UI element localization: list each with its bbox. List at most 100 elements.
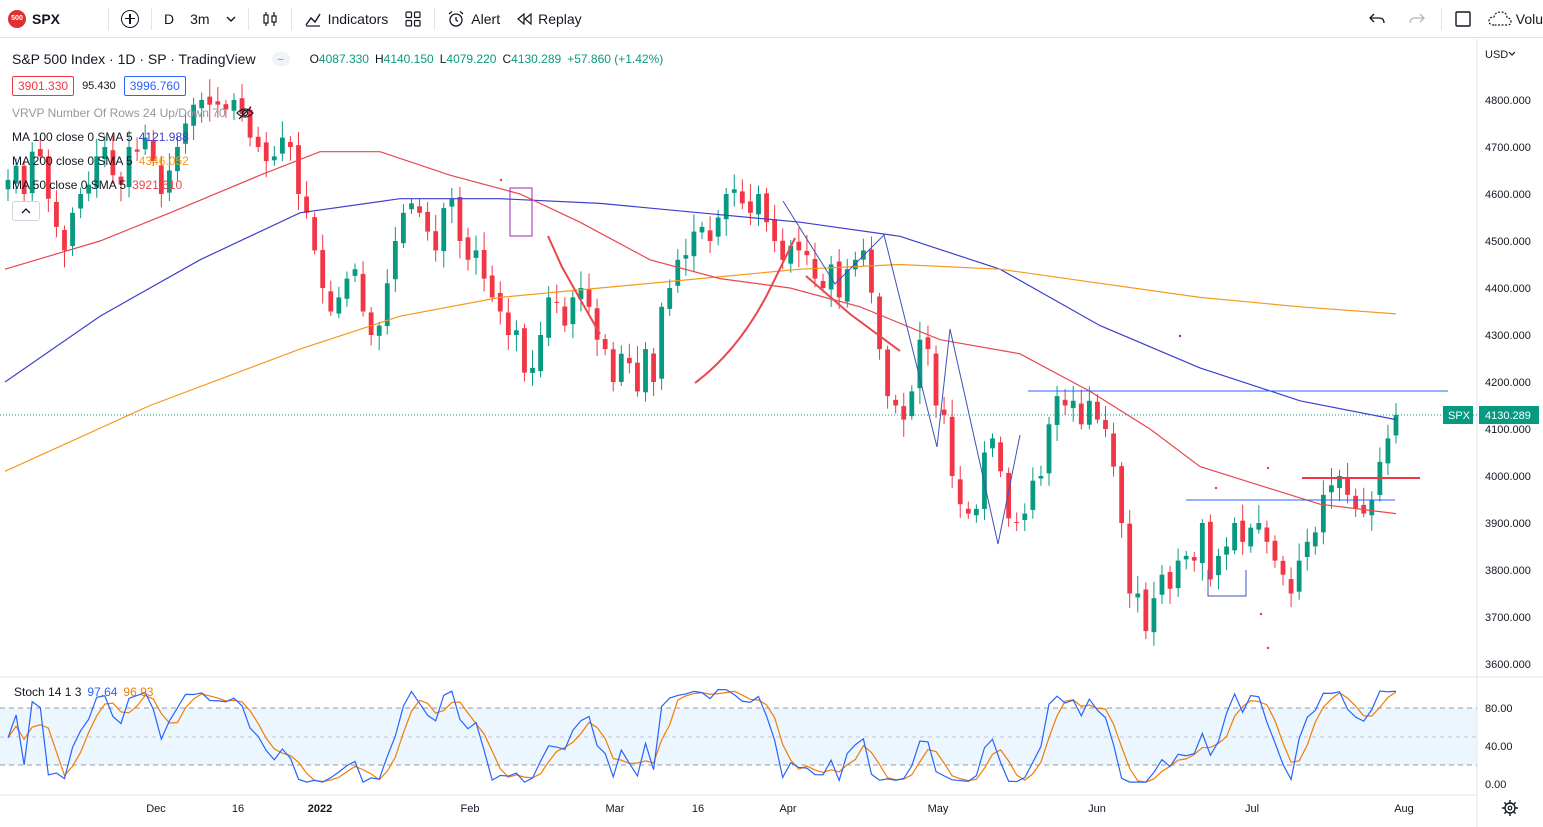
chevron-down-icon[interactable] xyxy=(1508,51,1516,56)
save-cloud-button[interactable]: Volu xyxy=(1480,0,1543,38)
candle-body xyxy=(37,149,43,157)
candle-body xyxy=(965,508,971,514)
layouts-button[interactable] xyxy=(396,0,430,38)
candle-body xyxy=(296,145,301,194)
price-chart[interactable]: USD 4800.000 4700.000 4600.000 4500.000 4400… xyxy=(0,39,1543,827)
candle-body xyxy=(1135,593,1141,598)
time-tick-label: Aug xyxy=(1394,803,1414,815)
alert-button[interactable]: Alert xyxy=(439,0,508,38)
candle-body xyxy=(360,273,366,312)
toolbar-divider xyxy=(434,7,436,30)
ma100-line[interactable] xyxy=(4,198,1397,421)
indicators-button[interactable]: Indicators xyxy=(296,0,397,38)
symbol-label: SPX xyxy=(32,10,61,27)
candle-body xyxy=(1151,598,1157,633)
eye-crossed-icon[interactable] xyxy=(235,106,254,120)
candle-body xyxy=(1191,557,1197,561)
candle-body xyxy=(957,479,963,505)
stoch-legend[interactable]: Stoch 14 1 3 97.64 96.93 xyxy=(14,685,154,699)
stoch-layer xyxy=(7,688,1397,783)
candle-body xyxy=(764,193,769,223)
candle-body xyxy=(21,165,27,194)
price-axis[interactable]: 4800.000 4700.000 4600.000 4500.000 4400.000… xyxy=(1485,95,1531,671)
candle-body xyxy=(352,269,358,276)
compare-button[interactable] xyxy=(113,0,147,38)
candle-body xyxy=(651,353,656,382)
redo-button[interactable] xyxy=(1397,0,1437,38)
interval-dropdown[interactable] xyxy=(218,0,244,38)
stoch-tick-label: 80.00 xyxy=(1485,703,1513,715)
marker-dot xyxy=(1266,646,1270,650)
candle-body xyxy=(191,104,197,126)
interval-3m-button[interactable]: 3m xyxy=(190,10,210,27)
candle-body xyxy=(86,184,92,194)
ma50-line[interactable] xyxy=(4,151,1397,515)
candles-icon xyxy=(262,11,277,26)
candle-body xyxy=(546,297,552,338)
candle-body xyxy=(207,96,213,105)
candle-body xyxy=(707,230,713,241)
red-trend-line-1[interactable] xyxy=(547,235,601,335)
undo-button[interactable] xyxy=(1357,0,1397,38)
range-box-drawing[interactable] xyxy=(1207,570,1247,597)
square-icon xyxy=(1455,10,1471,27)
candle-body xyxy=(54,201,59,227)
toolbar-divider xyxy=(1440,7,1442,30)
candle-body xyxy=(401,212,406,244)
ma200-legend[interactable]: MA 200 close 0 SMA 5 4346.052 xyxy=(12,154,189,168)
cloud-icon xyxy=(1488,10,1512,26)
candle-body xyxy=(1078,403,1084,425)
price-tick-label: 4500.000 xyxy=(1485,236,1531,248)
candle-body xyxy=(659,306,665,379)
ma100-legend[interactable]: MA 100 close 0 SMA 5 4121.988 xyxy=(12,130,189,144)
candle-body xyxy=(1272,540,1278,561)
volume-label: Volu xyxy=(1515,10,1543,27)
more-dots-button[interactable]: – xyxy=(271,52,290,66)
candle-body xyxy=(820,280,826,288)
price-tick-label: 3900.000 xyxy=(1485,518,1531,530)
candle-body xyxy=(1062,399,1068,406)
candle-body xyxy=(304,196,309,213)
vrvp-indicator-legend[interactable]: VRVP Number Of Rows 24 Up/Down 70 xyxy=(12,101,663,125)
candle-body xyxy=(1304,541,1310,558)
price-tick-label: 4800.000 xyxy=(1485,95,1531,107)
candle-body xyxy=(1393,414,1399,436)
bid-price-box[interactable]: 3901.330 xyxy=(12,76,75,96)
rectangle-drawing[interactable] xyxy=(509,187,533,237)
fullscreen-button[interactable] xyxy=(1446,0,1480,38)
toolbar-divider xyxy=(151,7,153,30)
candle-body xyxy=(788,245,794,264)
price-tick-label: 4600.000 xyxy=(1485,189,1531,201)
candle-body xyxy=(1159,574,1165,595)
time-tick-label: Dec xyxy=(146,803,166,815)
interval-d-button[interactable]: D xyxy=(164,10,175,27)
candle-body xyxy=(772,219,778,241)
currency-label[interactable]: USD xyxy=(1485,49,1508,61)
ma200-line[interactable] xyxy=(4,263,1397,472)
settings-gear-icon[interactable] xyxy=(1502,800,1518,816)
chart-title: S&P 500 Index · 1D · SP · TradingView xyxy=(12,51,256,67)
blue-zigzag-drawing[interactable] xyxy=(782,200,1021,545)
candle-body xyxy=(1038,476,1044,479)
stoch-axis[interactable]: 80.00 40.00 0.00 xyxy=(1485,703,1513,791)
candle-body xyxy=(118,176,124,185)
candle-body xyxy=(384,283,390,327)
candle-body xyxy=(1095,401,1100,420)
time-axis[interactable]: Dec 16 2022 Feb Mar 16 Apr May Jun Jul Aug xyxy=(146,803,1414,815)
candle-body xyxy=(279,137,285,154)
candle-body xyxy=(982,452,987,509)
candle-body xyxy=(409,203,414,210)
ask-price-box[interactable]: 3996.760 xyxy=(123,76,186,96)
time-tick-label: 16 xyxy=(232,803,244,815)
chart-type-button[interactable] xyxy=(253,0,287,38)
time-tick-label: Apr xyxy=(779,803,796,815)
ma50-legend[interactable]: MA 50 close 0 SMA 5 3921.610 xyxy=(12,178,183,192)
candle-body xyxy=(94,156,100,188)
top-toolbar: 500 SPX D 3m Indicators xyxy=(0,0,1543,38)
symbol-search[interactable]: 500 SPX xyxy=(0,0,68,38)
collapse-legend-button[interactable] xyxy=(12,201,40,221)
candle-body xyxy=(538,335,544,372)
red-curve-line[interactable] xyxy=(694,237,796,384)
red-trend-line-2[interactable] xyxy=(805,275,901,352)
replay-button[interactable]: Replay xyxy=(508,0,590,38)
